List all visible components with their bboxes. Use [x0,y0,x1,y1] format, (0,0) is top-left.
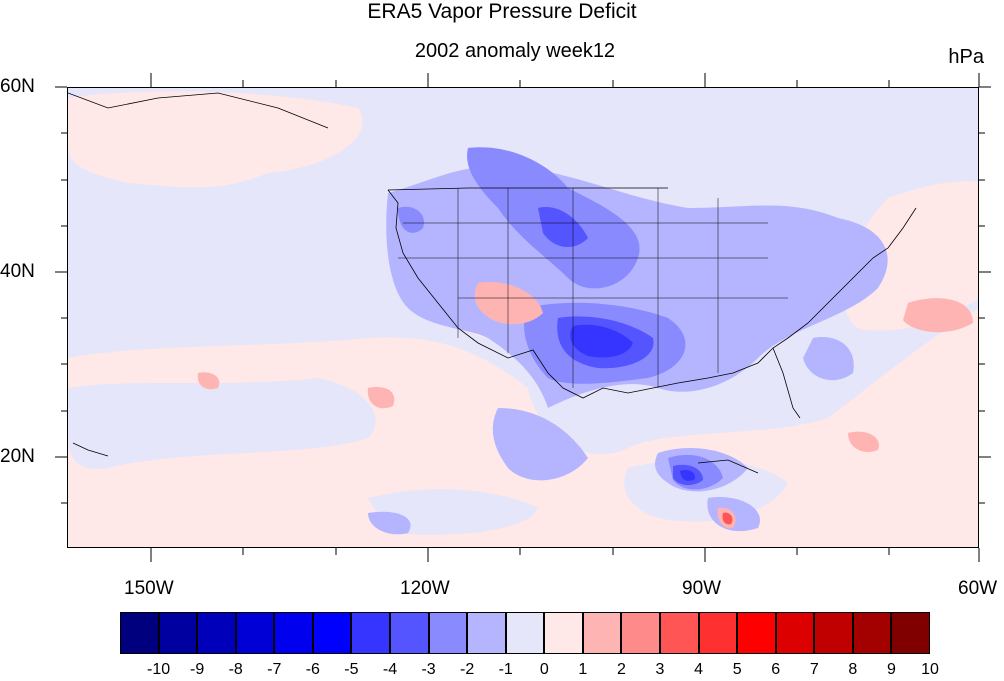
colorbar-box [428,612,468,654]
colorbar-box [737,612,776,654]
colorbar-tick-label: 5 [732,661,742,678]
map-subtitle: 2002 anomaly week12 [414,40,616,62]
negative-anomaly-core [570,324,696,481]
lon-label-120w: 120W [400,578,450,599]
colorbar-box [120,612,159,654]
colorbar-box [505,612,545,654]
colorbar-box [621,612,660,654]
colorbar-tick-label: 8 [848,661,858,678]
units-label: hPa [948,46,984,68]
colorbar-tick-label: -4 [382,661,398,678]
coastlines [68,92,917,474]
colorbar-tick-label: 2 [616,661,626,678]
lon-label-150w: 150W [124,578,174,599]
colorbar [120,612,930,654]
colorbar-box [852,612,892,654]
colorbar-box [891,612,930,654]
colorbar-tick-label: 10 [921,661,939,678]
colorbar-tick-label: 3 [655,661,665,678]
colorbar-tick-label: 6 [771,661,781,678]
colorbar-tick-label: -10 [147,661,171,678]
anomaly-map-graphic [68,88,978,547]
colorbar-tick-label: -2 [460,661,475,678]
colorbar-tick-label: -5 [344,661,359,678]
colorbar-box [274,612,313,654]
state-borders [398,188,788,388]
lon-label-90w: 90W [682,578,722,599]
colorbar-box [814,612,853,654]
colorbar-box [235,612,275,654]
lat-label-60n: 60N [0,76,35,97]
colorbar-tick-label: 4 [694,661,704,678]
colorbar-box [390,612,429,654]
colorbar-tick-label: -8 [228,661,243,678]
colorbar-tick-label: 7 [809,661,819,678]
lat-label-40n: 40N [0,261,35,282]
colorbar-tick-label: 9 [886,661,896,678]
colorbar-tick-label: -9 [190,661,205,678]
negative-anomaly-light [368,165,888,535]
positive-anomaly-strong [722,512,733,525]
positive-anomaly-medium [197,282,973,529]
colorbar-tick-label: -6 [305,661,320,678]
colorbar-box [351,612,390,654]
colorbar-box [660,612,699,654]
colorbar-box [775,612,815,654]
colorbar-box [312,612,352,654]
map-title: ERA5 Vapor Pressure Deficit [367,0,637,23]
colorbar-box [158,612,198,654]
colorbar-box [544,612,583,654]
colorbar-tick-label: 0 [539,661,549,678]
colorbar-tick-label: 1 [578,661,588,678]
colorbar-box [698,612,738,654]
colorbar-box [467,612,506,654]
colorbar-box [582,612,622,654]
colorbar-tick-label: -1 [498,661,513,678]
lat-label-20n: 20N [0,446,35,467]
colorbar-box [197,612,236,654]
lon-label-60w: 60W [958,578,998,599]
anomaly-map [67,87,979,548]
colorbar-tick-label: -3 [421,661,436,678]
colorbar-tick-label: -7 [267,661,282,678]
